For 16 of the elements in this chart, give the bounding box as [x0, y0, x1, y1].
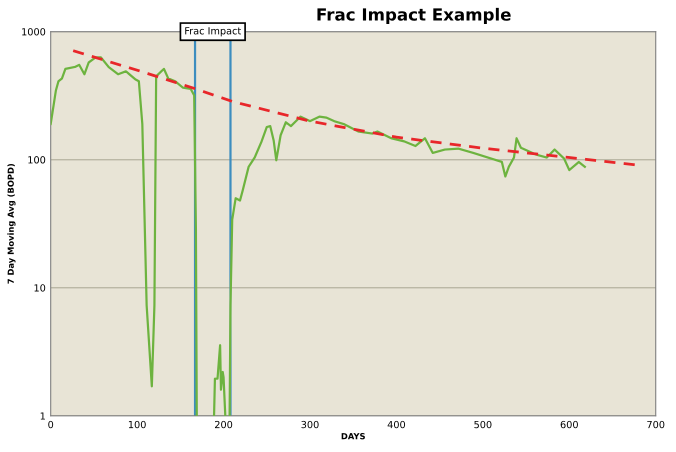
x-tick-label: 0 [48, 420, 54, 428]
chart-title: Frac Impact Example [317, 8, 511, 24]
x-tick-label: 600 [560, 420, 578, 428]
x-tick-label: 300 [301, 420, 319, 428]
y-tick-label: 1 [40, 412, 45, 420]
x-tick-label: 500 [474, 420, 492, 428]
y-tick-label: 10 [34, 284, 46, 292]
x-tick-label: 200 [214, 420, 232, 428]
y-tick-label: 100 [28, 156, 46, 164]
y-axis-title: 7 Day Moving Avg (BOPD) [7, 164, 16, 284]
annotation: Frac Impact [185, 27, 241, 36]
x-tick-label: 100 [128, 420, 146, 428]
x-tick-label: 400 [388, 420, 406, 428]
x-axis-title: DAYS [342, 433, 365, 440]
x-tick-label: 700 [647, 420, 664, 428]
y-tick-label: 1000 [22, 28, 46, 36]
